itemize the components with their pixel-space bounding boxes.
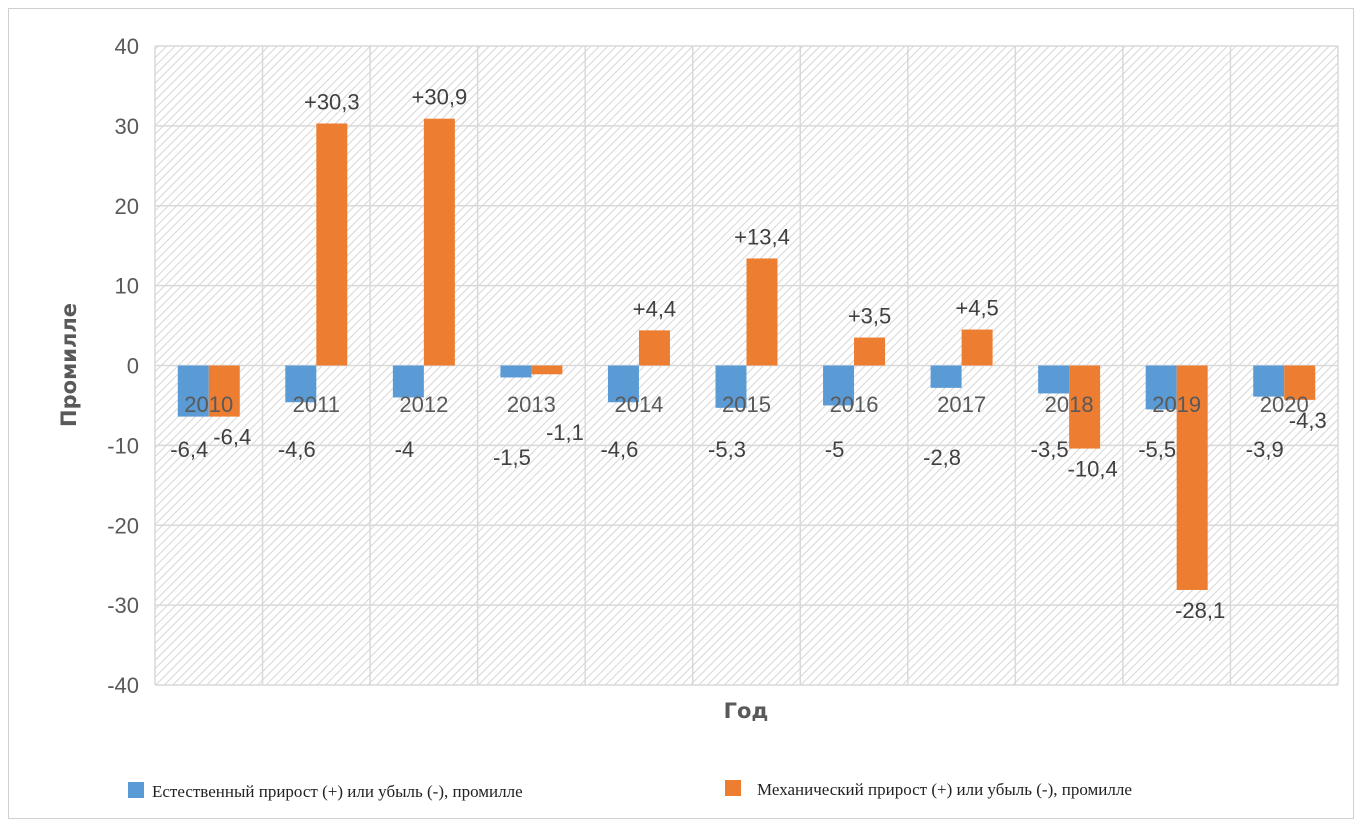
data-label-mechanical-2012: +30,9 (412, 85, 468, 110)
bar-natural-2018 (1038, 365, 1070, 394)
x-category-label: 2010 (184, 392, 233, 417)
y-tick-label: -20 (107, 513, 139, 538)
bar-natural-2015 (715, 365, 747, 408)
bar-natural-2014 (607, 365, 639, 403)
y-axis-ticks: 40 30 20 10 0 -10 -20 -30 -40 (107, 34, 139, 698)
x-category-label: 2019 (1152, 392, 1201, 417)
x-category-label: 2014 (614, 392, 663, 417)
y-tick-label: -10 (107, 433, 139, 458)
data-label-mechanical-2019: -28,1 (1175, 598, 1225, 623)
data-label-mechanical-2014: +4,4 (633, 296, 676, 321)
x-category-label: 2020 (1260, 392, 1309, 417)
data-label-natural-2018: -3,5 (1031, 437, 1069, 462)
bar-mechanical-2019 (1176, 365, 1208, 590)
y-tick-label: -30 (107, 593, 139, 618)
legend-swatch-mechanical (725, 780, 741, 796)
x-category-label: 2011 (293, 392, 340, 417)
y-axis-title: Промилле (57, 303, 81, 427)
data-label-natural-2019: -5,5 (1138, 437, 1176, 462)
data-label-natural-2014: -4,6 (600, 437, 638, 462)
data-label-natural-2017: -2,8 (923, 445, 961, 470)
bar-natural-2020 (1253, 365, 1285, 397)
bar-mechanical-2011 (316, 123, 348, 366)
y-tick-label: 20 (115, 194, 139, 219)
y-tick-label: 30 (115, 114, 139, 139)
bar-mechanical-2018 (1069, 365, 1101, 449)
bar-mechanical-2010 (208, 365, 240, 417)
data-labels: -6,4 -4,6 -4 -1,5 -4,6 -5,3 -5 -2,8 -3,5 -5,5 -3,9… (170, 85, 1326, 623)
data-label-mechanical-2017: +4,5 (955, 296, 998, 321)
legend-swatch-natural (128, 782, 144, 798)
grid (154, 45, 1339, 686)
data-label-mechanical-2020: -4,3 (1289, 408, 1327, 433)
data-label-natural-2010: -6,4 (170, 437, 208, 462)
x-category-label: 2012 (399, 392, 448, 417)
bar-natural-2010 (177, 365, 209, 417)
x-category-label: 2015 (722, 392, 771, 417)
bar-mechanical-2012 (423, 118, 455, 366)
x-category-label: 2013 (507, 392, 556, 417)
data-label-natural-2013: -1,5 (493, 445, 531, 470)
data-label-natural-2012: -4 (395, 437, 415, 462)
y-tick-label: -40 (107, 673, 139, 698)
data-label-natural-2015: -5,3 (708, 437, 746, 462)
data-label-natural-2016: -5 (825, 437, 845, 462)
bar-natural-2012 (392, 365, 424, 398)
bar-natural-2017 (930, 365, 962, 388)
data-label-mechanical-2011: +30,3 (304, 89, 360, 114)
bar-natural-2011 (285, 365, 317, 403)
x-axis-categories: 2010 2011 2012 2013 2014 2015 2016 2017 2018 2019… (184, 392, 1308, 417)
data-label-natural-2011: -4,6 (278, 437, 316, 462)
legend-label-mechanical: Механический прирост (+) или убыль (-), … (757, 780, 1132, 799)
bars (177, 118, 1316, 590)
bar-natural-2013 (500, 365, 532, 378)
bar-mechanical-2020 (1284, 365, 1316, 400)
x-category-label: 2017 (937, 392, 986, 417)
bar-mechanical-2017 (961, 329, 993, 366)
y-tick-label: 40 (115, 34, 139, 59)
data-label-natural-2020: -3,9 (1246, 437, 1284, 462)
bar-mechanical-2014 (638, 330, 670, 366)
legend-label-natural: Естественный прирост (+) или убыль (-), … (152, 782, 523, 801)
x-axis-title: Год (724, 699, 769, 723)
y-tick-label: 10 (115, 274, 139, 299)
bar-mechanical-2013 (531, 365, 563, 375)
y-tick-label: 0 (127, 354, 139, 379)
x-category-label: 2018 (1045, 392, 1094, 417)
x-category-label: 2016 (830, 392, 879, 417)
data-label-mechanical-2010: -6,4 (213, 425, 251, 450)
bar-mechanical-2016 (854, 337, 886, 366)
bar-natural-2016 (823, 365, 855, 406)
data-label-mechanical-2018: -10,4 (1068, 457, 1118, 482)
bar-natural-2019 (1145, 365, 1177, 410)
bar-mechanical-2015 (746, 258, 778, 366)
data-label-mechanical-2015: +13,4 (734, 224, 790, 249)
data-label-mechanical-2013: -1,1 (546, 420, 584, 445)
data-label-mechanical-2016: +3,5 (848, 304, 891, 329)
